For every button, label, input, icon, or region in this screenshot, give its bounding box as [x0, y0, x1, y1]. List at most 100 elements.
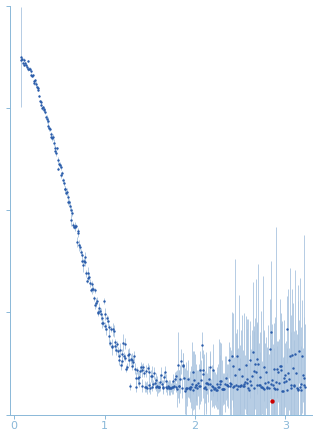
- Point: [195, 384, 200, 391]
- Point: [72, 223, 77, 230]
- Point: [266, 378, 271, 385]
- Point: [87, 280, 93, 287]
- Point: [153, 384, 158, 391]
- Point: [294, 370, 299, 377]
- Point: [184, 384, 189, 391]
- Point: [261, 386, 266, 393]
- Point: [218, 378, 224, 385]
- Point: [289, 382, 294, 389]
- Point: [157, 384, 162, 391]
- Point: [280, 388, 285, 395]
- Point: [83, 253, 88, 260]
- Point: [223, 375, 228, 382]
- Point: [70, 209, 75, 216]
- Point: [165, 382, 170, 389]
- Point: [37, 93, 42, 100]
- Point: [23, 60, 28, 67]
- Point: [62, 185, 67, 192]
- Point: [296, 348, 301, 355]
- Point: [270, 382, 275, 388]
- Point: [188, 385, 193, 392]
- Point: [112, 339, 117, 346]
- Point: [122, 354, 127, 361]
- Point: [192, 383, 197, 390]
- Point: [18, 54, 23, 61]
- Point: [44, 113, 49, 120]
- Point: [87, 273, 92, 280]
- Point: [151, 380, 156, 387]
- Point: [75, 228, 80, 235]
- Point: [59, 163, 64, 170]
- Point: [32, 80, 37, 87]
- Point: [40, 105, 45, 112]
- Point: [90, 281, 95, 288]
- Point: [138, 364, 143, 371]
- Point: [237, 382, 242, 389]
- Point: [230, 363, 235, 370]
- Point: [266, 384, 272, 391]
- Point: [78, 248, 83, 255]
- Point: [117, 353, 122, 360]
- Point: [176, 382, 181, 389]
- Point: [281, 375, 286, 382]
- Point: [121, 352, 127, 359]
- Point: [156, 384, 161, 391]
- Point: [33, 80, 38, 87]
- Point: [273, 385, 278, 392]
- Point: [24, 63, 29, 70]
- Point: [202, 385, 207, 392]
- Point: [68, 206, 73, 213]
- Point: [47, 125, 52, 132]
- Point: [107, 333, 112, 340]
- Point: [248, 357, 253, 364]
- Point: [276, 368, 281, 375]
- Point: [209, 382, 214, 389]
- Point: [274, 366, 279, 373]
- Point: [171, 383, 176, 390]
- Point: [182, 374, 187, 381]
- Point: [297, 384, 302, 391]
- Point: [38, 99, 43, 106]
- Point: [216, 384, 221, 391]
- Point: [158, 371, 163, 378]
- Point: [227, 383, 232, 390]
- Point: [277, 363, 282, 370]
- Point: [196, 379, 201, 386]
- Point: [249, 382, 254, 389]
- Point: [103, 311, 108, 318]
- Point: [165, 384, 170, 391]
- Point: [196, 383, 201, 390]
- Point: [273, 378, 279, 385]
- Point: [50, 135, 55, 142]
- Point: [211, 367, 216, 374]
- Point: [254, 382, 259, 389]
- Point: [234, 385, 239, 392]
- Point: [219, 386, 225, 393]
- Point: [120, 350, 125, 357]
- Point: [114, 347, 119, 354]
- Point: [94, 297, 100, 304]
- Point: [239, 372, 245, 379]
- Point: [290, 364, 295, 371]
- Point: [264, 385, 269, 392]
- Point: [217, 377, 222, 384]
- Point: [71, 224, 76, 231]
- Point: [280, 387, 285, 394]
- Point: [272, 365, 277, 372]
- Point: [106, 324, 111, 331]
- Point: [205, 381, 211, 388]
- Point: [100, 319, 106, 326]
- Point: [107, 340, 113, 347]
- Point: [295, 387, 300, 394]
- Point: [214, 381, 219, 388]
- Point: [202, 384, 207, 391]
- Point: [204, 385, 209, 392]
- Point: [263, 379, 268, 386]
- Point: [229, 381, 234, 388]
- Point: [245, 375, 250, 382]
- Point: [127, 356, 132, 363]
- Point: [41, 106, 46, 113]
- Point: [24, 61, 29, 68]
- Point: [302, 381, 307, 388]
- Point: [67, 202, 73, 209]
